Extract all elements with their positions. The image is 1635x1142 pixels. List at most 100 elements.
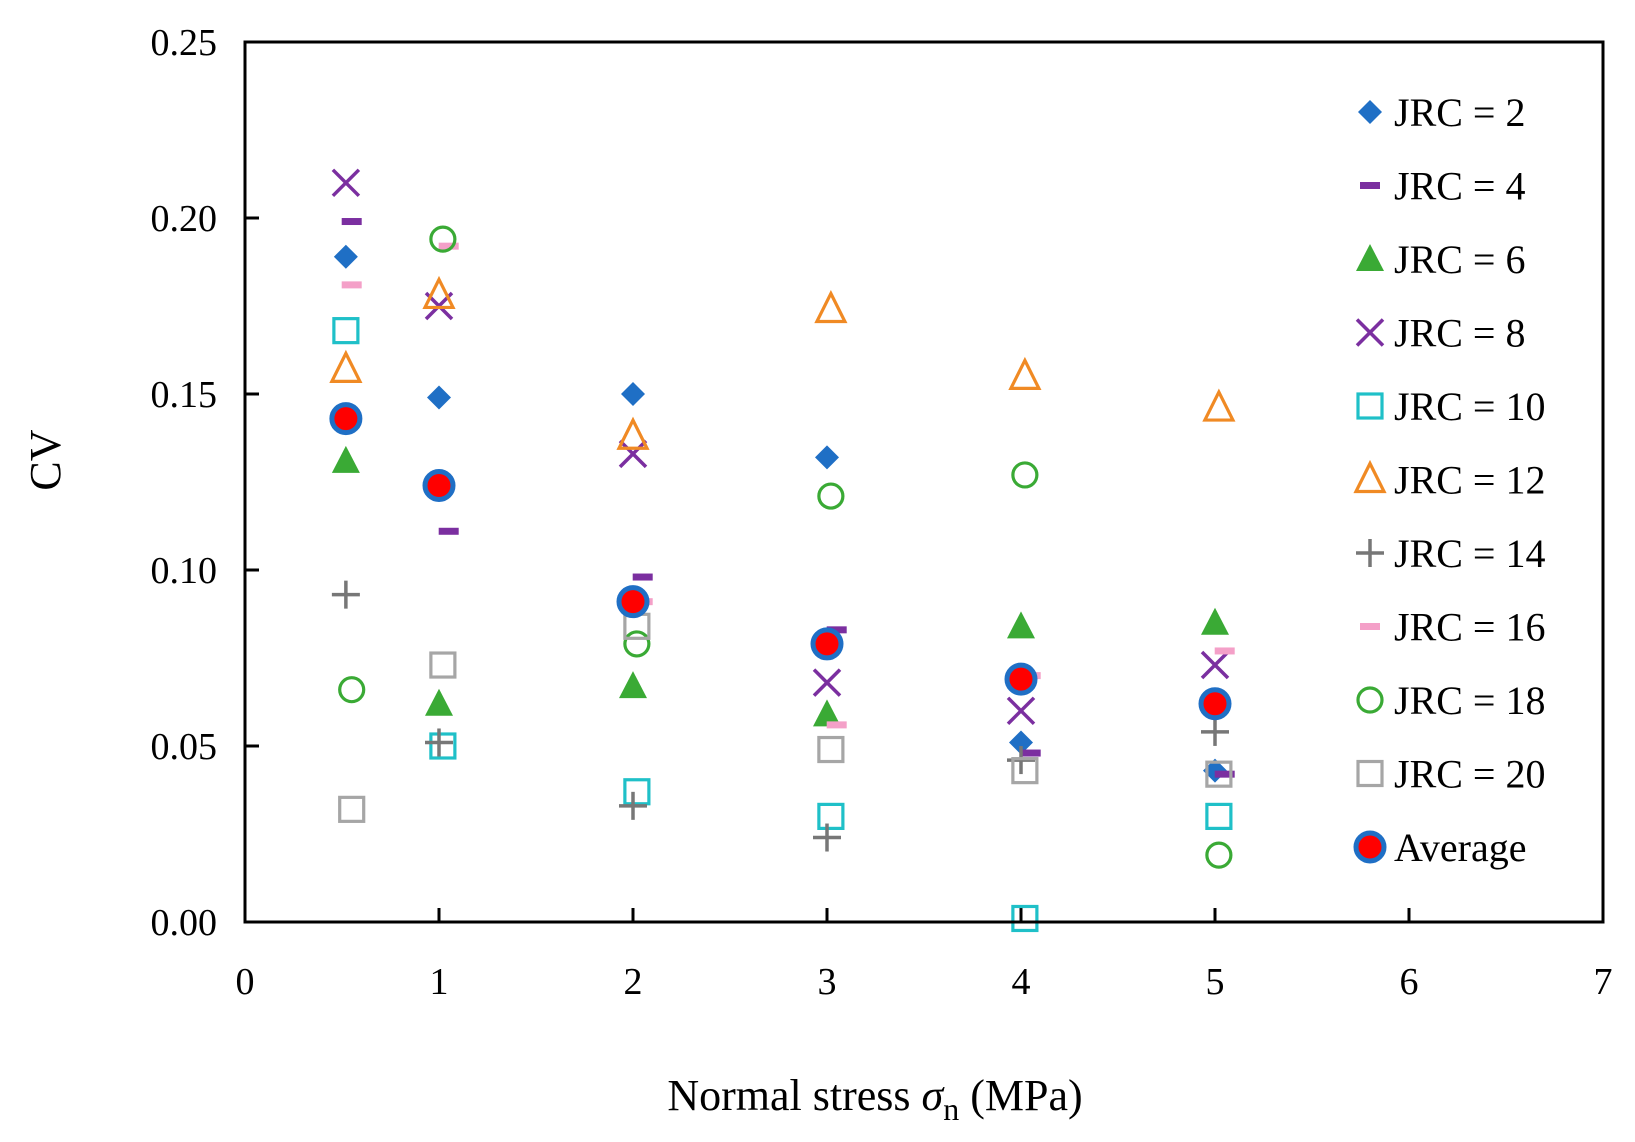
- y-axis: 0.00 0.05 0.10 0.15 0.20 0.25: [151, 22, 259, 944]
- series-jrc-4: [341, 218, 1235, 778]
- data-point: [1006, 696, 1036, 726]
- data-point: [1201, 607, 1229, 635]
- data-point: [341, 281, 362, 289]
- legend-item: JRC = 2: [1358, 90, 1525, 135]
- data-point: [329, 349, 363, 383]
- data-point: [616, 416, 650, 450]
- data-point: [1008, 356, 1042, 390]
- legend-item: JRC = 16: [1360, 605, 1545, 650]
- legend-item: JRC = 18: [1356, 678, 1545, 723]
- x-tick-label: 4: [1012, 961, 1031, 1003]
- data-point: [621, 382, 645, 406]
- data-point: [815, 445, 839, 470]
- data-point: [438, 527, 459, 535]
- x-tick-label: 7: [1594, 961, 1613, 1003]
- series-average: [329, 402, 1232, 721]
- data-point: [1011, 461, 1039, 489]
- data-point: [338, 795, 366, 823]
- data-point: [1198, 687, 1232, 721]
- y-tick-label: 0.15: [151, 374, 218, 416]
- legend-item: JRC = 20: [1356, 752, 1545, 797]
- data-point: [1214, 647, 1235, 655]
- x-tick-label: 3: [818, 961, 837, 1003]
- data-point: [331, 168, 361, 198]
- data-point: [623, 630, 651, 658]
- data-point: [623, 778, 651, 806]
- legend-item: JRC = 6: [1356, 237, 1525, 282]
- y-tick-label: 0.05: [151, 726, 218, 768]
- legend-item: JRC = 8: [1355, 311, 1525, 356]
- x-axis-title-main: Normal stress: [667, 1071, 921, 1120]
- y-tick-label: 0.25: [151, 22, 218, 64]
- series-jrc-10: [332, 317, 1233, 933]
- data-point: [1202, 388, 1236, 422]
- data-point: [1009, 730, 1033, 755]
- legend-label: JRC = 2: [1394, 90, 1525, 135]
- data-point: [429, 651, 457, 679]
- data-point: [331, 580, 360, 609]
- data-point: [619, 671, 647, 699]
- legend-marker: [1355, 318, 1385, 347]
- x-axis-title-subscript: n: [943, 1091, 959, 1127]
- data-point: [619, 791, 647, 820]
- data-point: [332, 317, 360, 345]
- x-axis: 0 1 2 3 4 5 6 7: [236, 908, 1613, 1003]
- data-point: [1020, 749, 1041, 757]
- data-point: [333, 244, 358, 269]
- legend-marker: [1356, 759, 1384, 788]
- legend-marker: [1356, 686, 1384, 714]
- legend-marker: [1360, 182, 1380, 189]
- legend-label: JRC = 16: [1394, 605, 1545, 650]
- legend-item: JRC = 4: [1360, 164, 1525, 209]
- legend-marker: [1360, 623, 1380, 630]
- legend-item: JRC = 14: [1356, 531, 1545, 576]
- x-tick-label: 6: [1400, 961, 1419, 1003]
- legend-label: JRC = 8: [1394, 311, 1525, 356]
- legend-label: JRC = 6: [1394, 237, 1525, 282]
- data-point: [422, 275, 456, 310]
- data-point: [632, 573, 653, 581]
- y-tick-label: 0.20: [151, 198, 218, 240]
- series-jrc-20: [338, 612, 1233, 823]
- data-point: [814, 289, 848, 324]
- x-axis-title-unit: (MPa): [959, 1071, 1082, 1120]
- series-jrc-18: [338, 225, 1233, 869]
- legend-label: Average: [1394, 825, 1527, 870]
- legend-item: JRC = 12: [1353, 458, 1545, 503]
- legend-label: JRC = 10: [1394, 384, 1545, 429]
- data-point: [438, 242, 459, 250]
- legend-marker: [1356, 539, 1384, 567]
- data-point: [329, 402, 363, 436]
- data-point: [1205, 760, 1233, 788]
- data-point: [1011, 757, 1039, 785]
- data-point: [427, 385, 451, 410]
- legend-item: JRC = 10: [1356, 384, 1545, 429]
- series-jrc-6: [331, 445, 1229, 727]
- data-point: [1205, 802, 1233, 831]
- data-point: [341, 218, 362, 226]
- legend-marker: [1356, 392, 1384, 420]
- data-point: [1200, 650, 1230, 680]
- y-tick-label: 0.10: [151, 550, 218, 592]
- x-axis-title: Normal stress σn (MPa): [667, 1071, 1082, 1127]
- y-axis-title: CV: [21, 429, 70, 490]
- data-point: [817, 482, 845, 510]
- legend-label: JRC = 4: [1394, 164, 1525, 209]
- y-tick-label: 0.00: [151, 902, 218, 944]
- data-point: [425, 728, 453, 757]
- data-point: [813, 699, 841, 727]
- data-point: [810, 627, 844, 661]
- data-point: [817, 735, 845, 764]
- data-point: [812, 668, 842, 697]
- legend-label: JRC = 14: [1394, 531, 1545, 576]
- data-point: [1214, 770, 1235, 778]
- data-point: [1007, 611, 1035, 639]
- data-point: [826, 626, 847, 634]
- legend-marker: [1356, 244, 1384, 271]
- x-tick-label: 2: [624, 961, 643, 1003]
- data-point: [338, 676, 366, 704]
- data-point: [1011, 904, 1039, 933]
- legend-label: JRC = 12: [1394, 458, 1545, 503]
